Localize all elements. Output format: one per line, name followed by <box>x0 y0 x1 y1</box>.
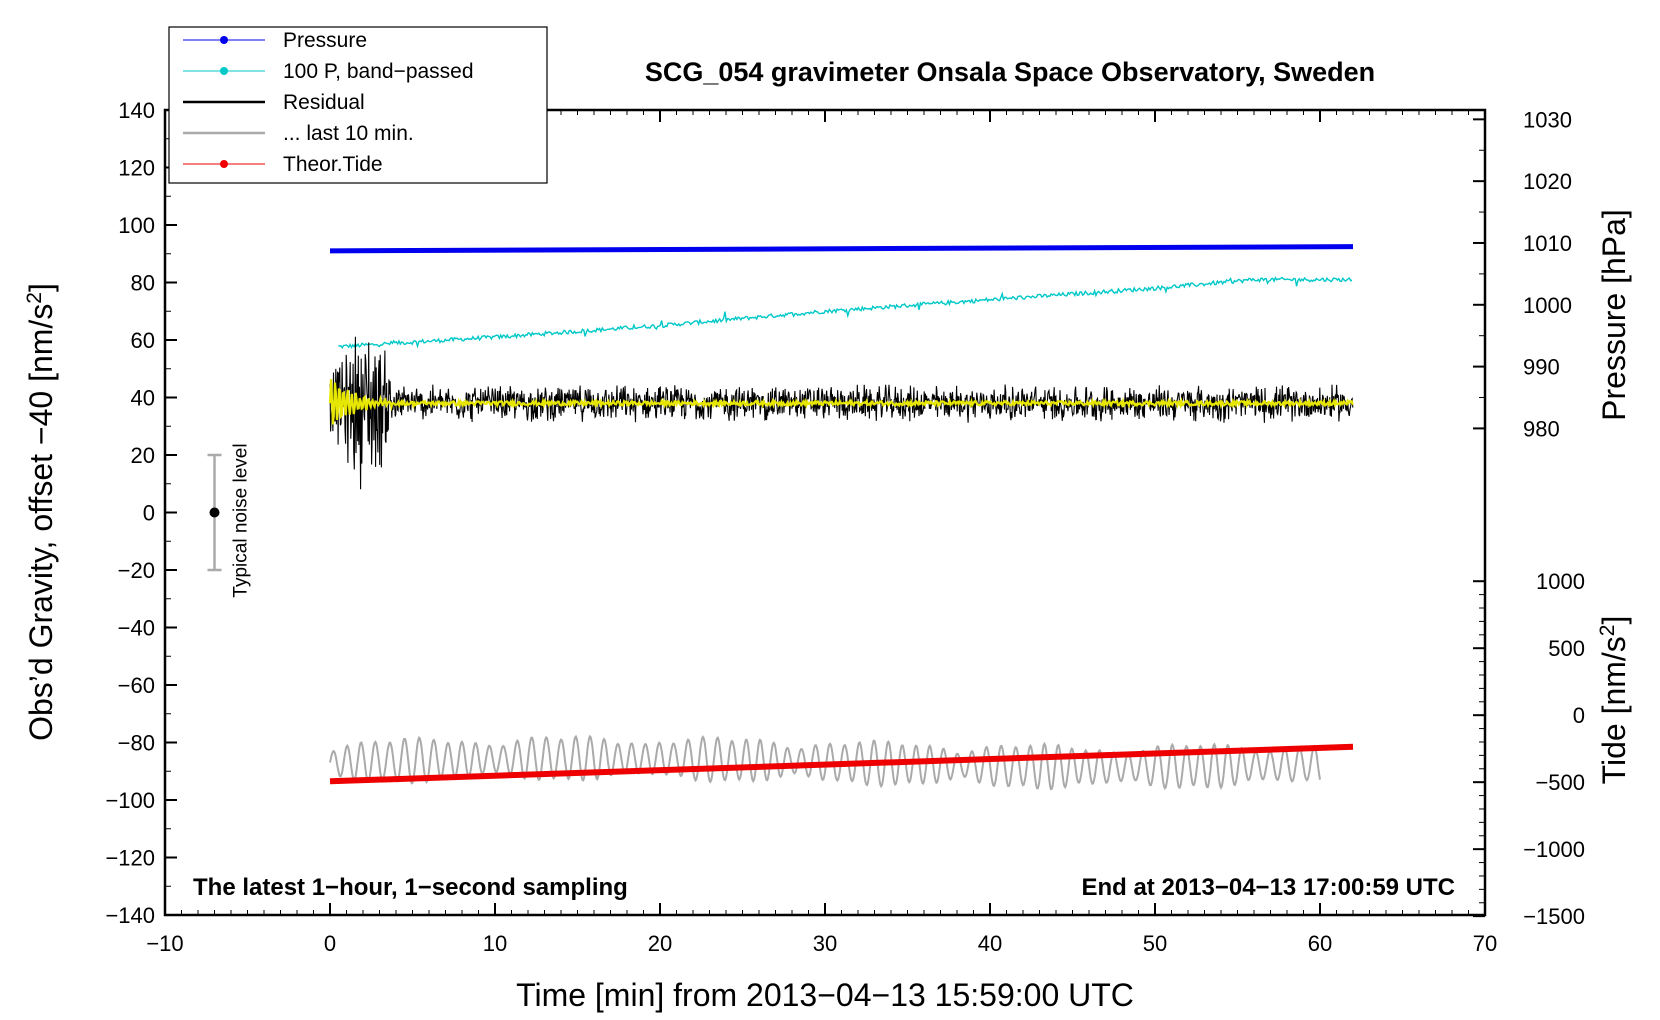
y-tick-label: 0 <box>143 501 155 526</box>
series-band-passed-line <box>338 276 1353 350</box>
legend-label: Pressure <box>283 29 367 52</box>
x-axis-title: Time [min] from 2013−04−13 15:59:00 UTC <box>516 977 1134 1013</box>
x-tick-label: 60 <box>1308 931 1332 956</box>
y-tick-label: −40 <box>118 616 155 641</box>
y-tick-label: 80 <box>131 271 155 296</box>
legend-label: Residual <box>283 91 365 114</box>
tide-tick-label: 500 <box>1548 636 1585 661</box>
tide-tick-label: −1500 <box>1523 904 1585 929</box>
x-tick-label: 50 <box>1143 931 1167 956</box>
minor-ticks <box>164 110 1486 915</box>
legend: Pressure 100 P, band−passed Residual ... la… <box>168 26 548 184</box>
series-theor-tide-line <box>329 743 1354 785</box>
y-axis-tide-title: Tide [nm/s2] <box>1596 616 1633 785</box>
tide-tick-label: −1000 <box>1523 837 1585 862</box>
y-tick-label: 40 <box>131 386 155 411</box>
y-tick-label: −140 <box>105 903 155 928</box>
pressure-tick-label: 1030 <box>1523 107 1572 132</box>
x-tick-label: 40 <box>978 931 1002 956</box>
y-tick-label: 100 <box>118 213 155 238</box>
x-tick-label: 10 <box>483 931 507 956</box>
tide-tick-label: 1000 <box>1536 569 1585 594</box>
x-tick-label: −10 <box>146 931 183 956</box>
legend-label: ... last 10 min. <box>283 122 414 145</box>
noise-bar-label: Typical noise level <box>231 443 252 597</box>
y-axis-left-title: Obs’d Gravity, offset −40 [nm/s2] <box>23 283 60 741</box>
x-tick-label: 30 <box>813 931 837 956</box>
legend-marker <box>220 67 228 75</box>
series-band-passed-overlay-line <box>328 379 1354 425</box>
y-tick-label: −80 <box>118 731 155 756</box>
note-sampling: The latest 1−hour, 1−second sampling <box>193 874 628 901</box>
noise-level-bar: Typical noise level <box>207 443 252 598</box>
series-pressure-line <box>329 244 1354 254</box>
x-tick-label: 0 <box>324 931 336 956</box>
pressure-tick-label: 1020 <box>1523 169 1572 194</box>
chart-title: SCG_054 gravimeter Onsala Space Observat… <box>645 57 1375 87</box>
y-axis-pressure: 1030 1020 1010 1000 990 980 <box>1473 107 1572 441</box>
y-tick-label: 20 <box>131 443 155 468</box>
y-tick-label: −20 <box>118 558 155 583</box>
y-tick-label: −120 <box>105 846 155 871</box>
legend-marker <box>220 36 228 44</box>
series-residual-line <box>329 336 1354 490</box>
y-tick-label: 120 <box>118 156 155 181</box>
legend-marker <box>220 160 228 168</box>
series-layer <box>328 244 1354 791</box>
x-tick-label: 70 <box>1473 931 1497 956</box>
legend-label: 100 P, band−passed <box>283 60 474 83</box>
y-tick-label: −100 <box>105 788 155 813</box>
y-axis-tide: 1000 500 0 −500 −1000 −1500 <box>1473 569 1585 929</box>
y-tick-label: 140 <box>118 98 155 123</box>
x-axis: −10 0 10 20 30 40 50 60 70 <box>146 110 1497 956</box>
x-tick-label: 20 <box>648 931 672 956</box>
legend-box <box>168 26 548 184</box>
y-axis-pressure-title: Pressure [hPa] <box>1596 209 1632 421</box>
pressure-tick-label: 990 <box>1523 355 1560 380</box>
plot-frame <box>163 108 1487 917</box>
pressure-tick-label: 1010 <box>1523 231 1572 256</box>
y-tick-label: −60 <box>118 673 155 698</box>
y-axis-left: 140 120 100 80 60 40 20 0 −20 −40 −60 −80 −100 −120 −1… <box>105 98 177 928</box>
tide-tick-label: 0 <box>1573 703 1585 728</box>
series-last-10-min-line <box>329 734 1321 791</box>
note-end-time: End at 2013−04−13 17:00:59 UTC <box>1081 874 1455 901</box>
noise-bar-dot <box>209 507 220 518</box>
legend-entries: Pressure 100 P, band−passed Residual ... la… <box>183 29 474 176</box>
y-tick-label: 60 <box>131 328 155 353</box>
pressure-tick-label: 980 <box>1523 416 1560 441</box>
tide-tick-label: −500 <box>1535 770 1585 795</box>
pressure-tick-label: 1000 <box>1523 293 1572 318</box>
legend-label: Theor.Tide <box>283 153 383 176</box>
